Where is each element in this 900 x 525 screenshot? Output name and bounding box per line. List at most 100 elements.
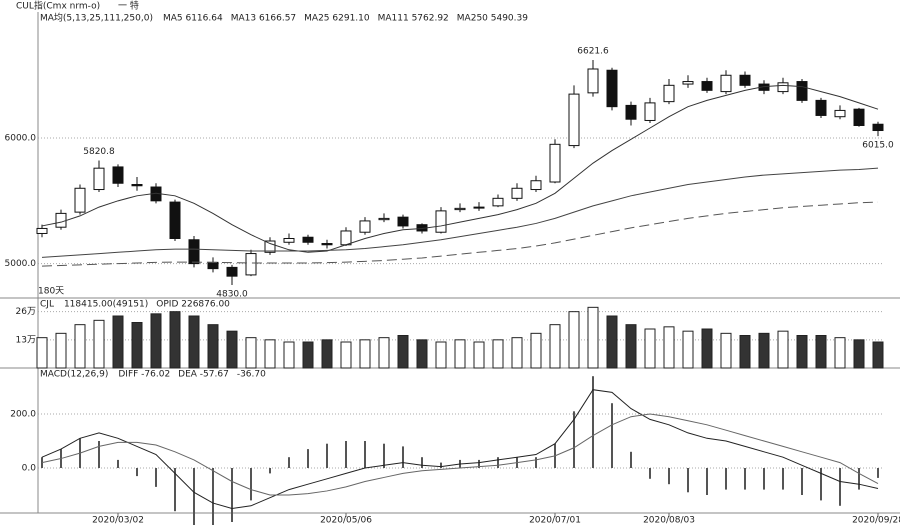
volume-bar <box>530 332 542 369</box>
volume-bar <box>150 313 162 369</box>
candle-body <box>720 74 732 93</box>
candle-body <box>340 230 352 246</box>
candle-body <box>226 266 238 277</box>
candle-body <box>568 93 580 147</box>
candle-body <box>207 261 219 270</box>
candle-body <box>834 109 846 118</box>
indicator-readout: MA13 6166.57 <box>231 14 296 24</box>
volume-bar <box>435 341 447 369</box>
candle-body <box>530 180 542 191</box>
volume-bar <box>207 324 219 369</box>
indicator-readout: MA25 6291.10 <box>304 14 370 24</box>
macd-line <box>41 389 879 510</box>
candle-body <box>435 210 447 233</box>
candle-body <box>796 81 808 101</box>
x-tick-label: 2020/05/06 <box>320 516 372 525</box>
y-tick-label: 0.0 <box>22 463 37 473</box>
y-tick-label: 200.0 <box>10 410 36 420</box>
candle-body <box>777 82 789 93</box>
volume-bar <box>606 315 618 369</box>
indicator-readout: DIFF -76.02 <box>118 370 170 380</box>
volume-bar <box>283 341 295 369</box>
volume-bar <box>131 322 143 369</box>
volume-bar <box>663 326 675 369</box>
volume-bar <box>93 319 105 369</box>
indicator-readout: MA5 6116.64 <box>163 14 223 24</box>
indicator-readout: 118415.00(49151) <box>64 300 148 310</box>
volume-bar <box>359 339 371 369</box>
candle-body <box>359 220 371 233</box>
volume-bar <box>720 332 732 369</box>
volume-bar <box>511 337 523 369</box>
candle-body <box>663 84 675 103</box>
volume-bar <box>302 341 314 369</box>
y-tick-label: 26万 <box>16 307 36 317</box>
candle-body <box>739 74 751 86</box>
candle-body <box>587 68 599 94</box>
volume-bar <box>549 324 561 369</box>
candle-body <box>302 236 314 243</box>
candle-body <box>112 166 124 184</box>
indicator-readout: DEA -57.67 <box>178 370 229 380</box>
indicator-name: CJL <box>40 300 54 310</box>
volume-bar <box>682 330 694 369</box>
candle-body <box>625 104 637 120</box>
candle-body <box>378 217 390 221</box>
candle-body <box>682 81 694 85</box>
volume-bar <box>36 337 48 369</box>
moving-average-line <box>41 167 879 258</box>
range-label: 180天 <box>38 287 64 297</box>
candle-body <box>245 253 257 276</box>
volume-bar <box>188 315 200 369</box>
moving-average-line <box>41 201 879 267</box>
candle-body <box>473 206 485 209</box>
candle-body <box>321 243 333 246</box>
candle-body <box>853 108 865 126</box>
candle-body <box>55 212 67 228</box>
y-tick-label: 13万 <box>16 335 36 345</box>
candle-body <box>264 240 276 253</box>
candle-body <box>454 207 466 211</box>
price-annotation: 6015.0 <box>862 141 894 151</box>
period: 一 特 <box>118 0 139 12</box>
candle-body <box>606 69 618 108</box>
volume-bar <box>815 335 827 369</box>
candle-body <box>169 201 181 239</box>
volume-bar <box>492 339 504 369</box>
x-tick-label: 2020/09/28 <box>852 516 900 525</box>
candle-body <box>93 167 105 191</box>
volume-bar <box>473 341 485 369</box>
candle-body <box>701 81 713 91</box>
indicator-readout: MA111 5762.92 <box>378 14 449 24</box>
volume-bar <box>796 335 808 369</box>
x-tick-label: 2020/07/01 <box>529 516 581 525</box>
volume-bar <box>568 311 580 369</box>
volume-bar <box>55 332 67 369</box>
volume-bar <box>397 335 409 369</box>
volume-bar <box>74 324 86 369</box>
candle-body <box>815 99 827 116</box>
moving-average-line <box>41 84 879 253</box>
volume-bar <box>169 311 181 369</box>
candle-body <box>549 143 561 183</box>
indicator-readout: OPID 226876.00 <box>156 300 230 310</box>
x-tick-label: 2020/03/02 <box>92 516 144 525</box>
candle-body <box>283 237 295 243</box>
volume-bar <box>644 328 656 369</box>
volume-bar <box>264 339 276 369</box>
indicator-readout: -36.70 <box>237 370 266 380</box>
volume-bar <box>340 341 352 369</box>
volume-bar <box>853 339 865 369</box>
volume-bar <box>587 306 599 369</box>
volume-bar <box>321 339 333 369</box>
candle-body <box>644 102 656 121</box>
volume-bar <box>777 330 789 369</box>
volume-bar <box>226 330 238 369</box>
volume-bar <box>416 339 428 369</box>
candle-body <box>74 187 86 213</box>
instrument-title: CUL指(Cmx nrm-o) <box>16 0 100 12</box>
volume-bar <box>454 339 466 369</box>
volume-bar <box>758 332 770 369</box>
